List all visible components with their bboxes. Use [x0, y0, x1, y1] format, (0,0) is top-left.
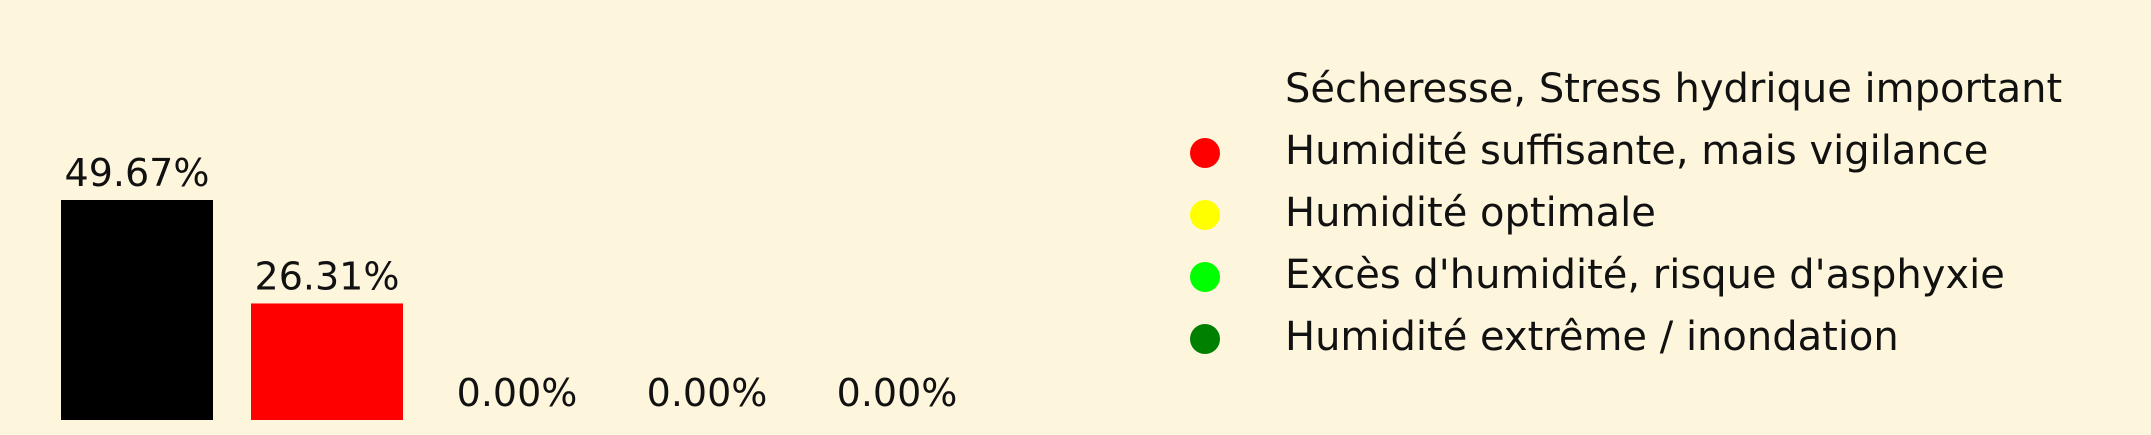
- bar-value-label: 0.00%: [837, 371, 958, 415]
- legend-label: Humidité suffisante, mais vigilance: [1285, 128, 1989, 174]
- bar-value-label: 0.00%: [457, 371, 578, 415]
- bar-chart-plot: 49.67% 26.31% 0.00% 0.00% 0.00%: [61, 151, 958, 420]
- bar-value-label: 26.31%: [255, 254, 400, 298]
- legend-marker: [1190, 324, 1220, 354]
- legend-marker: [1190, 138, 1220, 168]
- legend-label: Excès d'humidité, risque d'asphyxie: [1285, 252, 2005, 298]
- bar-1: [61, 200, 213, 420]
- legend-label: Humidité optimale: [1285, 190, 1656, 236]
- legend-marker: [1190, 200, 1220, 230]
- legend-label: Humidité extrême / inondation: [1285, 314, 1899, 360]
- legend-label: Sécheresse, Stress hydrique important: [1285, 66, 2063, 112]
- bar-2: [251, 303, 403, 420]
- bar-value-label: 49.67%: [65, 151, 210, 195]
- bar-value-label: 0.00%: [647, 371, 768, 415]
- legend-marker: [1190, 262, 1220, 292]
